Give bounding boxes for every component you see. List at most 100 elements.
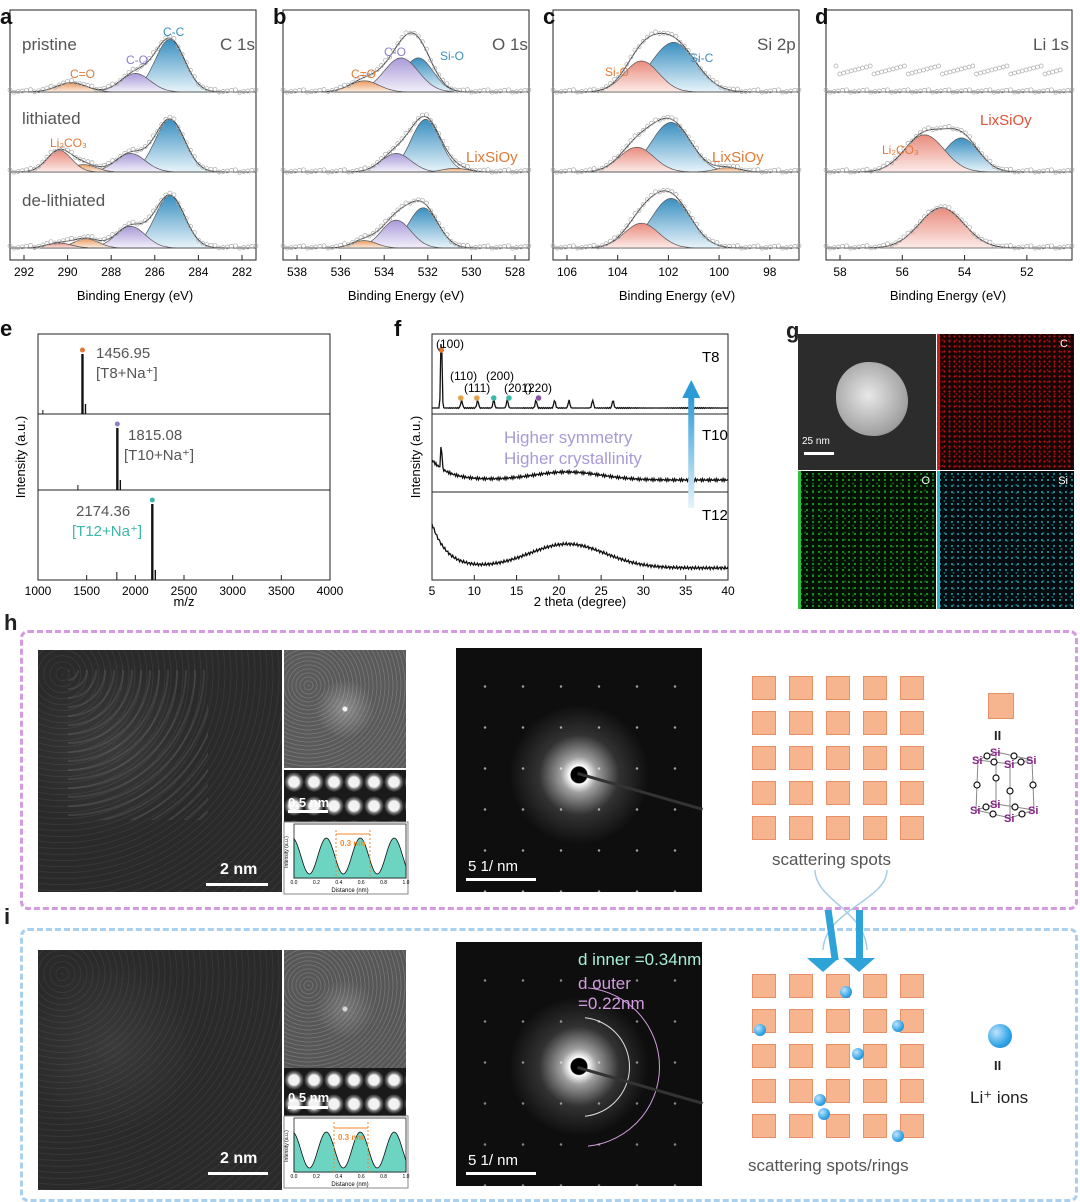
i-profile-label: 0.3 nm	[338, 1133, 363, 1142]
f-ylabel: Intensity (a.u.)	[408, 416, 423, 498]
svg-text:530: 530	[461, 265, 481, 279]
svg-text:1500: 1500	[73, 584, 100, 598]
scattering-spot-square	[789, 1009, 813, 1033]
scattering-spot-square	[752, 974, 776, 998]
i-profile-ylabel: Intensity (a.u.)	[284, 1130, 290, 1162]
scattering-spot-square	[752, 1114, 776, 1138]
c-peak-sic: Si-C	[690, 51, 714, 65]
scattering-spot-square	[863, 1079, 887, 1103]
a-peak-c=o: C=O	[70, 67, 95, 81]
scattering-spot-square	[863, 1009, 887, 1033]
d-peak-li2co3: Li₂CO₃	[882, 143, 919, 157]
f-ref-201: (201)	[504, 381, 532, 395]
d-element: Li 1s	[1033, 35, 1069, 54]
scattering-spot-square	[752, 676, 776, 700]
svg-text:52: 52	[1020, 265, 1034, 279]
row-delithiated: de-lithiated	[22, 191, 105, 210]
scattering-spot-square	[789, 816, 813, 840]
svg-text:Si: Si	[1004, 813, 1014, 825]
svg-text:0.6: 0.6	[358, 1174, 365, 1180]
svg-text:Si: Si	[990, 799, 1000, 811]
svg-text:100: 100	[709, 265, 729, 279]
e-ylabel: Intensity (a.u.)	[13, 416, 28, 498]
e-ion-3: [T12+Na⁺]	[72, 523, 142, 540]
scattering-spot-square	[826, 1009, 850, 1033]
svg-text:532: 532	[418, 265, 438, 279]
h-intensity-profile: 0.3 nm Intensity (a.u.) 0.0 0.2 0.4 0.6 0.8 1…	[283, 821, 410, 895]
scattering-spot-square	[789, 974, 813, 998]
g-map-o-label: O	[921, 475, 930, 487]
h-profile-label: 0.3 nm	[340, 839, 365, 848]
i-d-inner: d inner =0.34nm	[578, 950, 702, 969]
li-ion-dot	[754, 1024, 766, 1036]
scattering-spot-square	[752, 1044, 776, 1068]
a-element: C 1s	[220, 35, 255, 54]
h-equals: II	[994, 728, 1002, 743]
li-ion-dot	[852, 1048, 864, 1060]
scattering-spot-square	[900, 974, 924, 998]
d-peak-lixsioy: LixSiOy	[980, 112, 1032, 129]
i-equals: II	[994, 1058, 1002, 1073]
e-xlabel: m/z	[174, 594, 195, 609]
a-xlabel: Binding Energy (eV)	[77, 288, 193, 303]
scattering-spot-square	[900, 1044, 924, 1068]
b-xlabel: Binding Energy (eV)	[348, 288, 464, 303]
h-dashed-frame	[20, 630, 1078, 910]
i-scale-label: 2 nm	[220, 1150, 258, 1167]
svg-text:Si: Si	[972, 755, 982, 767]
i-schematic-grid	[752, 974, 937, 1149]
svg-text:104: 104	[608, 265, 628, 279]
svg-text:0.2: 0.2	[313, 1174, 320, 1180]
f-annot-symmetry: Higher symmetry	[504, 428, 633, 447]
scattering-spot-square	[789, 781, 813, 805]
svg-text:288: 288	[101, 265, 121, 279]
svg-text:Si: Si	[1028, 805, 1038, 817]
svg-text:0.4: 0.4	[335, 1174, 342, 1180]
h-legend-square	[988, 693, 1014, 719]
f-xlabel: 2 theta (degree)	[534, 594, 627, 609]
scattering-spot-square	[900, 676, 924, 700]
b-peak-lixsioy: LixSiOy	[466, 149, 518, 166]
scattering-spot-square	[789, 1044, 813, 1068]
svg-text:106: 106	[557, 265, 577, 279]
svg-text:102: 102	[658, 265, 678, 279]
scattering-spot-square	[863, 1114, 887, 1138]
scattering-spot-square	[826, 746, 850, 770]
a-peak-li2co3: Li₂CO₃	[50, 136, 87, 150]
scattering-spot-square	[863, 711, 887, 735]
svg-text:0.8: 0.8	[380, 1174, 387, 1180]
svg-text:538: 538	[287, 265, 307, 279]
li-ion-dot	[840, 986, 852, 998]
i-saed-pattern: d inner =0.34nm d outer =0.22nm 5 1/ nm	[456, 942, 703, 1186]
g-map-si-label: Si	[1058, 475, 1068, 487]
li-ion-dot	[892, 1020, 904, 1032]
scattering-spot-square	[826, 1114, 850, 1138]
scattering-spot-square	[789, 676, 813, 700]
h-fft-image	[284, 650, 406, 768]
transition-arrows	[807, 869, 888, 972]
xps-panels: 292 290 288 286 284 282 538 536 534 532 530 528 106 1…	[0, 4, 1075, 303]
scattering-spot-square	[752, 746, 776, 770]
li-ion-legend-icon	[988, 1024, 1012, 1048]
panel-h-letter: h	[4, 610, 18, 635]
scattering-spot-square	[900, 711, 924, 735]
scattering-spot-square	[826, 1079, 850, 1103]
h-profile-xlabel: Distance (nm)	[331, 888, 368, 894]
b-element: O 1s	[492, 35, 528, 54]
e-ion-2: [T10+Na⁺]	[124, 447, 194, 464]
scattering-spot-square	[900, 1114, 924, 1138]
i-schematic-label: scattering spots/rings	[748, 1156, 909, 1175]
panel-e-mass-spectra: e 1000 1500 2000 2500 3000 3500 4000 1456.95 […	[0, 316, 344, 609]
scattering-spot-square	[752, 781, 776, 805]
a-peak-co: C-O	[126, 53, 148, 67]
scattering-spot-square	[826, 1044, 850, 1068]
f-sample-t8: T8	[702, 349, 720, 366]
b-peak-sio: Si-O	[440, 49, 464, 63]
f-annot-crystallinity: Higher crystallinity	[504, 449, 642, 468]
svg-text:1.0: 1.0	[403, 1174, 410, 1180]
svg-text:2000: 2000	[122, 584, 149, 598]
svg-text:98: 98	[763, 265, 777, 279]
svg-text:5: 5	[429, 584, 436, 598]
h-scale-label: 2 nm	[220, 861, 258, 878]
f-ref-220: (220)	[524, 381, 552, 395]
